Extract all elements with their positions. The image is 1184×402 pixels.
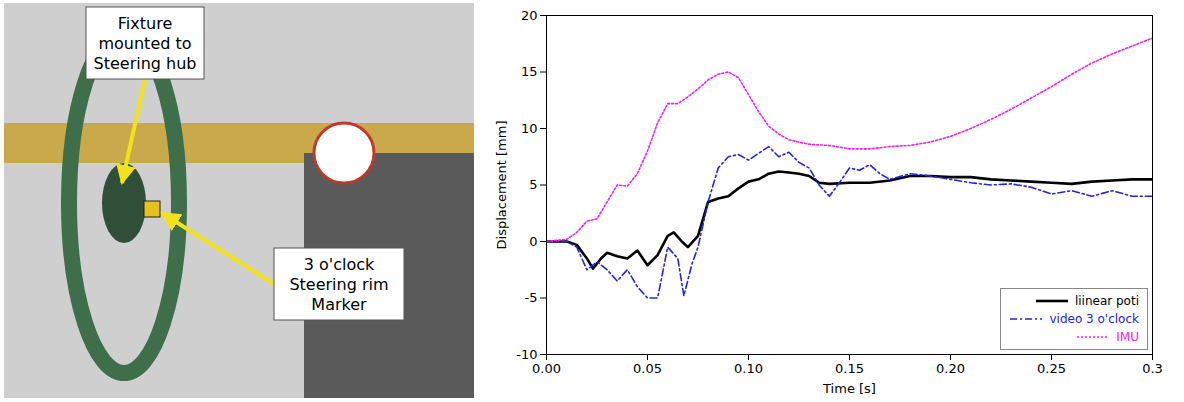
svg-text:0.05: 0.05 (633, 361, 662, 376)
svg-text:0.25: 0.25 (1037, 361, 1066, 376)
svg-text:5: 5 (529, 177, 537, 192)
html-text:IMU: IMU (1116, 330, 1139, 344)
svg-text:15: 15 (521, 64, 538, 79)
svg-text:-10: -10 (516, 347, 537, 362)
svg-text:Fixturemounted toSteering hub: Fixturemounted toSteering hub (94, 14, 197, 73)
html-text:video 3 o'clock: video 3 o'clock (1049, 312, 1139, 326)
svg-text:0.20: 0.20 (936, 361, 965, 376)
svg-text:0.15: 0.15 (835, 361, 864, 376)
svg-text:3 o'clockSteering rimMarker: 3 o'clockSteering rimMarker (289, 255, 388, 314)
svg-text:0.3: 0.3 (1142, 361, 1163, 376)
html-text:liinear poti: liinear poti (1074, 294, 1139, 308)
svg-text:0.10: 0.10 (734, 361, 763, 376)
svg-text:Displacement [mm]: Displacement [mm] (494, 121, 509, 250)
svg-text:-5: -5 (525, 290, 538, 305)
svg-text:0.00: 0.00 (532, 361, 561, 376)
svg-text:0: 0 (529, 234, 537, 249)
svg-text:20: 20 (521, 8, 538, 23)
svg-text:10: 10 (521, 121, 538, 136)
svg-text:Time [s]: Time [s] (822, 381, 876, 396)
